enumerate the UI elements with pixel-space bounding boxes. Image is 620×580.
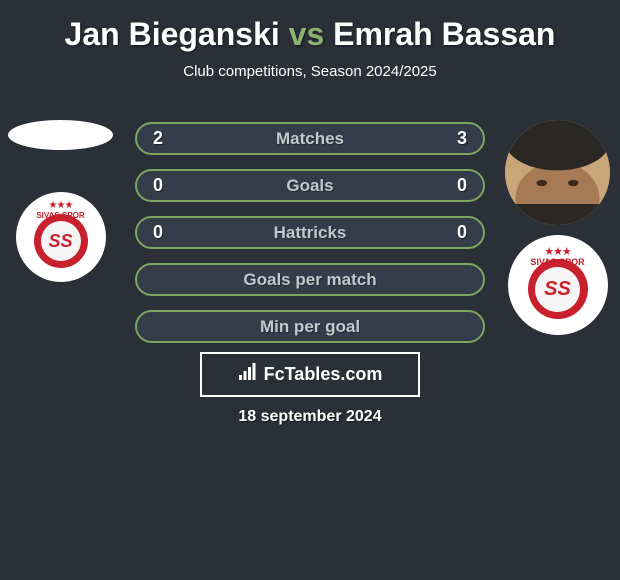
player2-name: Emrah Bassan (333, 16, 555, 52)
page-title: Jan Bieganski vs Emrah Bassan (0, 0, 620, 63)
date-text: 18 september 2024 (0, 408, 620, 426)
player2-club-logo: ★★★ SIVAS SPOR SS (508, 235, 608, 335)
stats-container: 2 Matches 3 0 Goals 0 0 Hattricks 0 Goal… (135, 122, 485, 357)
stat-label: Goals (286, 176, 333, 196)
stat-value-left: 2 (153, 128, 181, 149)
club-initials: SS (535, 267, 580, 312)
stars-icon: ★★★ (49, 200, 73, 211)
stat-row: Goals per match (135, 263, 485, 296)
player1-photo (8, 120, 113, 150)
brand-badge: FcTables.com (200, 352, 420, 397)
stat-value-right: 0 (439, 175, 467, 196)
club-initials: SS (41, 221, 81, 261)
player1-name: Jan Bieganski (65, 16, 280, 52)
stat-row: 0 Goals 0 (135, 169, 485, 202)
brand-text: FcTables.com (264, 364, 383, 385)
stat-value-left: 0 (153, 222, 181, 243)
stat-value-left: 0 (153, 175, 181, 196)
stat-label: Min per goal (260, 317, 360, 337)
player2-photo (505, 120, 610, 225)
stat-label: Goals per match (243, 270, 376, 290)
stat-row: Min per goal (135, 310, 485, 343)
vs-separator: vs (289, 16, 325, 52)
stat-label: Matches (276, 129, 344, 149)
stat-row: 0 Hattricks 0 (135, 216, 485, 249)
right-column: ★★★ SIVAS SPOR SS (505, 120, 610, 345)
left-column: ★★★ SIVAS SPOR SS (8, 120, 113, 292)
stat-row: 2 Matches 3 (135, 122, 485, 155)
stat-value-right: 0 (439, 222, 467, 243)
stat-label: Hattricks (274, 223, 347, 243)
bar-chart-icon (238, 363, 258, 386)
subtitle: Club competitions, Season 2024/2025 (0, 63, 620, 80)
player1-club-logo: ★★★ SIVAS SPOR SS (16, 192, 106, 282)
stat-value-right: 3 (439, 128, 467, 149)
